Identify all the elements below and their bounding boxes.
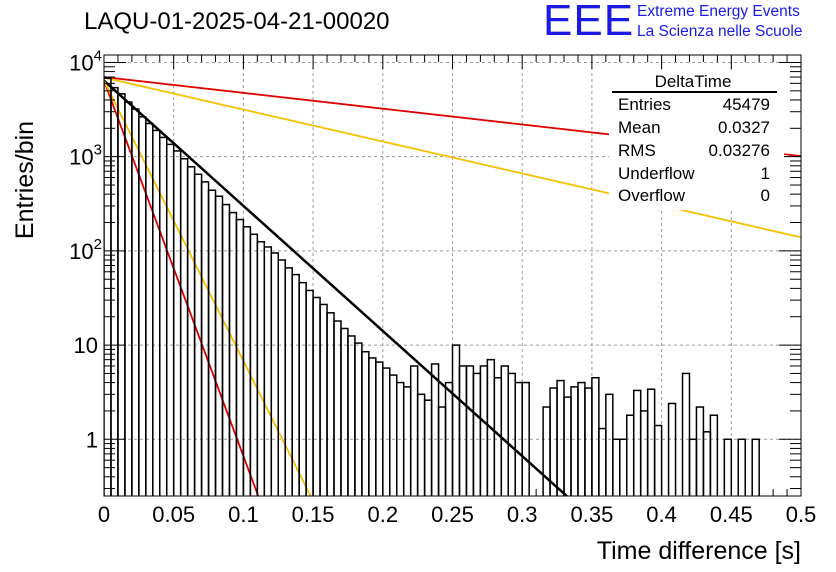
histogram-bin bbox=[751, 438, 760, 496]
histogram-bin bbox=[759, 505, 766, 536]
histogram-bin bbox=[709, 414, 719, 496]
histogram-bin bbox=[235, 218, 245, 496]
eee-logo: EEE bbox=[543, 0, 635, 45]
x-tick-label: 0.2 bbox=[368, 502, 399, 527]
stats-label-overflow: Overflow bbox=[618, 186, 686, 205]
histogram-bin bbox=[402, 386, 412, 496]
stats-label-rms: RMS bbox=[618, 141, 656, 160]
curve-yellow-steep bbox=[104, 80, 312, 496]
histogram-bin bbox=[333, 320, 342, 496]
histogram-bin bbox=[347, 335, 356, 496]
histogram-bin bbox=[145, 122, 154, 496]
stats-value-mean: 0.0327 bbox=[718, 118, 770, 137]
x-tick-label: 0.3 bbox=[507, 502, 538, 527]
histogram-bin bbox=[270, 252, 279, 496]
histogram-bin bbox=[110, 86, 119, 496]
histogram-bin bbox=[619, 438, 628, 496]
histogram-bin bbox=[479, 365, 489, 496]
histogram-bin bbox=[653, 424, 663, 496]
histogram-bin bbox=[612, 438, 621, 496]
x-tick-label: 0.25 bbox=[431, 502, 474, 527]
x-tick-label: 0.35 bbox=[570, 502, 613, 527]
stats-box: DeltaTime Entries 45479 Mean 0.0327 RMS … bbox=[609, 70, 784, 210]
stats-value-overflow: 0 bbox=[761, 186, 770, 205]
histogram bbox=[104, 77, 780, 536]
histogram-bin bbox=[667, 402, 677, 496]
histogram-bin bbox=[172, 150, 182, 496]
x-tick-label: 0.05 bbox=[152, 502, 195, 527]
histogram-bin bbox=[542, 406, 551, 496]
logo-subtitle-2: La Scienza nelle Scuole bbox=[637, 23, 803, 40]
x-tick-label: 0.45 bbox=[710, 502, 753, 527]
curve-yellow-shallow bbox=[104, 76, 801, 239]
x-tick-label: 0.1 bbox=[228, 502, 259, 527]
x-axis-label: Time difference [s] bbox=[597, 537, 801, 565]
chart-title: LAQU-01-2025-04-21-00020 bbox=[84, 8, 390, 35]
curve-fit bbox=[104, 79, 569, 496]
histogram-bin bbox=[179, 158, 189, 496]
histogram-bin bbox=[632, 389, 642, 496]
histogram-bin bbox=[165, 143, 175, 496]
stats-box-background bbox=[609, 70, 784, 210]
histogram-bin bbox=[228, 211, 238, 496]
stats-title: DeltaTime bbox=[655, 72, 732, 91]
x-tick-label: 0.5 bbox=[786, 502, 817, 527]
stats-value-entries: 45479 bbox=[723, 95, 770, 114]
axis-labels: Time difference [s] Entries/bin bbox=[11, 121, 801, 565]
y-tick-label: 102 bbox=[69, 236, 102, 264]
axis-ticks: 0 0.05 0.1 0.15 0.2 0.25 0.3 0.35 0.4 0.45 0.51101… bbox=[69, 47, 816, 527]
histogram-bin bbox=[493, 376, 503, 496]
stats-value-rms: 0.03276 bbox=[709, 141, 770, 160]
histogram-bin bbox=[695, 406, 705, 496]
histogram-bin bbox=[626, 414, 635, 496]
x-tick-label: 0 bbox=[98, 502, 110, 527]
histogram-bin bbox=[242, 226, 252, 496]
histogram-bin bbox=[737, 438, 746, 496]
y-tick-label: 1 bbox=[86, 427, 98, 452]
histogram-bin bbox=[277, 259, 286, 496]
histogram-bin bbox=[305, 289, 314, 496]
histogram-bin bbox=[221, 203, 231, 496]
stats-value-underflow: 1 bbox=[761, 164, 770, 183]
histogram-bin bbox=[773, 505, 780, 536]
stats-label-entries: Entries bbox=[618, 95, 671, 114]
histogram-bin bbox=[416, 393, 426, 496]
histogram-bin bbox=[340, 327, 349, 496]
stats-label-underflow: Underflow bbox=[618, 164, 695, 183]
y-axis-label: Entries/bin bbox=[11, 121, 39, 239]
histogram-bin bbox=[549, 387, 558, 496]
logo-subtitle-1: Extreme Energy Events bbox=[637, 3, 800, 20]
histogram-bin bbox=[291, 273, 300, 496]
histogram-bin bbox=[312, 296, 321, 496]
y-tick-label: 10 bbox=[74, 333, 98, 358]
y-tick-label: 103 bbox=[69, 142, 102, 170]
histogram-bin bbox=[486, 358, 496, 496]
histogram-bin bbox=[117, 93, 126, 496]
histogram-bin bbox=[263, 246, 273, 496]
histogram-bin bbox=[214, 195, 224, 496]
histogram-bin bbox=[556, 379, 565, 496]
x-tick-label: 0.15 bbox=[292, 502, 335, 527]
histogram-bin bbox=[766, 505, 773, 536]
histogram-bin bbox=[298, 281, 307, 496]
y-tick-label: 104 bbox=[69, 47, 102, 75]
histogram-bin bbox=[186, 166, 196, 496]
x-tick-label: 0.4 bbox=[646, 502, 677, 527]
histogram-bin bbox=[472, 372, 482, 496]
histogram-bin bbox=[688, 438, 698, 496]
histogram-bin bbox=[681, 372, 691, 496]
histogram-bin bbox=[193, 173, 203, 496]
histogram-bin bbox=[159, 136, 168, 496]
histogram-bin bbox=[124, 101, 133, 496]
histogram-bin bbox=[409, 365, 419, 496]
stats-label-mean: Mean bbox=[618, 118, 661, 137]
histogram-bin bbox=[521, 381, 530, 496]
histogram-bin bbox=[256, 240, 266, 496]
